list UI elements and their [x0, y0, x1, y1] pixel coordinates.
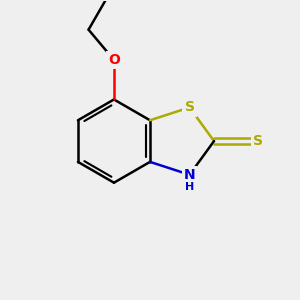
Text: H: H: [185, 182, 194, 192]
Text: N: N: [184, 168, 195, 182]
Text: O: O: [108, 53, 120, 67]
Text: S: S: [184, 100, 195, 114]
Text: S: S: [253, 134, 263, 148]
